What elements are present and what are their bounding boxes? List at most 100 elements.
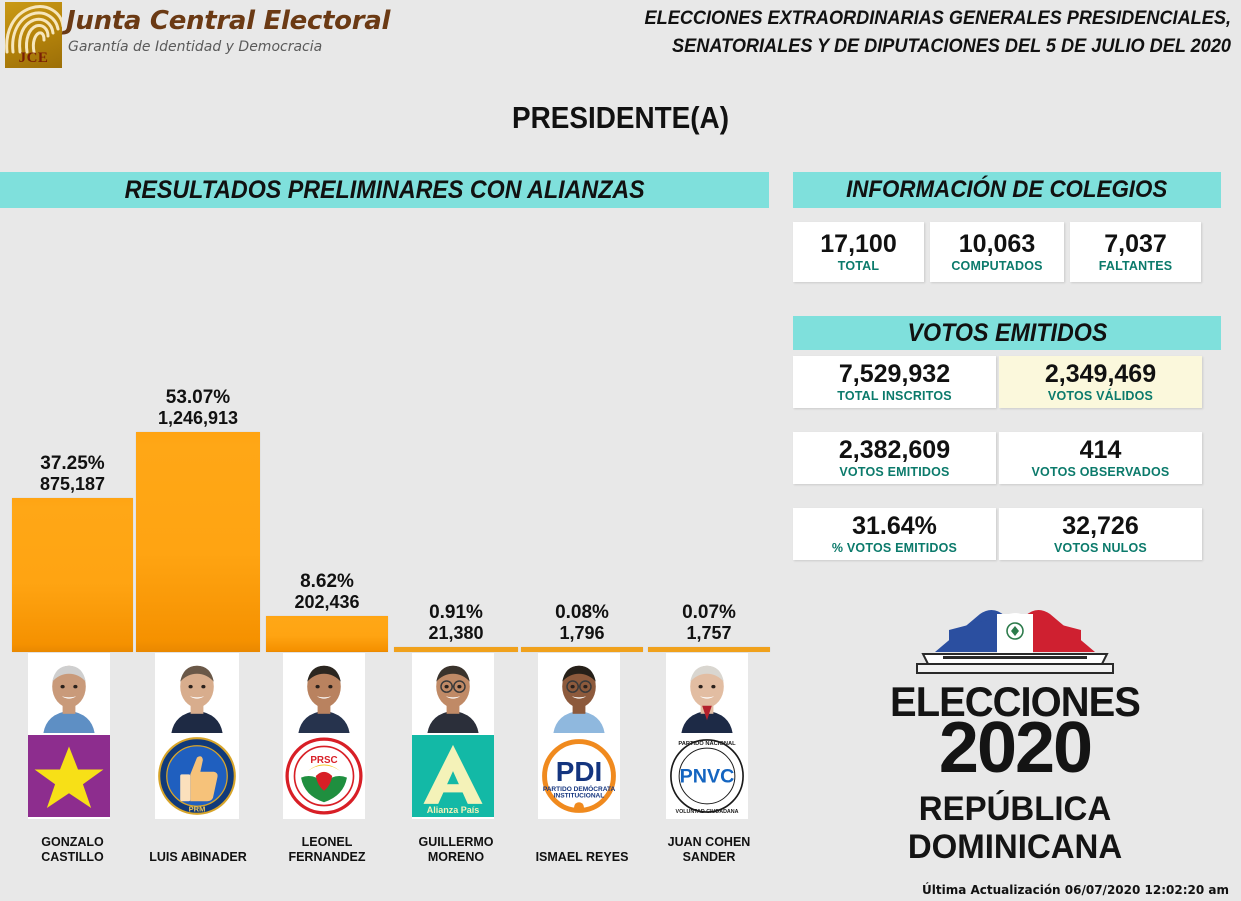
stat-colegios-faltantes: 7,037 FALTANTES — [1070, 222, 1201, 282]
bar-votes: 202,436 — [294, 592, 360, 612]
stat-value: 31.64% — [852, 512, 937, 540]
bar-percent: 37.25% — [40, 453, 105, 474]
stat-votos-validos: 2,349,469 VOTOS VÁLIDOS — [999, 356, 1202, 408]
candidate-portrait — [413, 653, 493, 733]
stat-label: COMPUTADOS — [951, 259, 1043, 273]
ballot-box-flag-icon — [916, 609, 1114, 674]
stat-label: FALTANTES — [1098, 259, 1173, 273]
banner-results: RESULTADOS PRELIMINARES CON ALIANZAS — [0, 172, 769, 208]
jce-logo-text: JCE — [18, 50, 49, 66]
election-title: ELECCIONES EXTRAORDINARIAS GENERALES PRE… — [644, 7, 1231, 57]
bar-value-label-5: 0.08% 1,796 — [507, 602, 657, 644]
organization-tagline: Garantía de Identidad y Democracia — [68, 39, 323, 55]
stat-colegios-total: 17,100 TOTAL — [793, 222, 924, 282]
bar-value-label-3: 8.62% 202,436 — [252, 571, 402, 613]
stat-colegios-computados: 10,063 COMPUTADOS — [930, 222, 1064, 282]
candidate-portrait — [667, 653, 747, 733]
logo-line-year: 2020 — [938, 708, 1093, 788]
stat-value: 7,037 — [1104, 230, 1167, 258]
party-logo-tile-2: PRM — [155, 733, 239, 819]
jce-logo: JCE — [5, 2, 62, 68]
svg-text:PRSC: PRSC — [310, 755, 337, 766]
bar-votes: 1,757 — [686, 623, 732, 643]
party-logo-tile-5: PDI PARTIDO DEMÓCRATA INSTITUCIONAL — [538, 733, 620, 819]
stat-votos-nulos: 32,726 VOTOS NULOS — [999, 508, 1202, 560]
candidate-portrait — [539, 653, 619, 733]
candidate-portrait — [29, 653, 109, 733]
bar-3 — [266, 616, 388, 652]
candidate-name-5: ISMAEL REYES — [535, 850, 629, 864]
bar-percent: 8.62% — [300, 571, 354, 592]
party-logo-tile-3: PRSC — [283, 733, 365, 819]
banner-results-label: RESULTADOS PRELIMINARES CON ALIANZAS — [124, 175, 645, 204]
svg-text:PARTIDO DEMÓCRATA: PARTIDO DEMÓCRATA — [543, 784, 616, 793]
candidate-name-2: LUIS ABINADER — [149, 850, 247, 864]
party-logo-prm: PRM — [155, 734, 239, 818]
results-bar-chart: 37.25% 875,187 GONZALO CASTILLO 53.07% 1,24… — [0, 210, 780, 901]
candidate-photo-4 — [412, 653, 494, 733]
svg-text:PARTIDO NACIONAL: PARTIDO NACIONAL — [678, 741, 736, 747]
banner-colegios-label: INFORMACIÓN DE COLEGIOS — [846, 176, 1168, 203]
page-title: PRESIDENTE(A) — [511, 100, 730, 135]
stat-value: 32,726 — [1062, 512, 1139, 540]
stat-total-inscritos: 7,529,932 TOTAL INSCRITOS — [793, 356, 996, 408]
stat-votos-emitidos: 2,382,609 VOTOS EMITIDOS — [793, 432, 996, 484]
bar-value-label-6: 0.07% 1,757 — [634, 602, 784, 644]
bar-percent: 0.08% — [555, 602, 609, 623]
svg-text:VOLUNTAD CIUDADANA: VOLUNTAD CIUDADANA — [676, 809, 739, 815]
bar-votes: 875,187 — [39, 474, 106, 494]
candidate-portrait — [284, 653, 364, 733]
logo-line-country: REPÚBLICA DOMINICANA — [907, 790, 1123, 866]
banner-votos: VOTOS EMITIDOS — [793, 316, 1221, 350]
bar-4 — [394, 647, 518, 652]
bar-5 — [521, 647, 643, 652]
svg-text:PRM: PRM — [189, 804, 206, 813]
party-logo-tile-1 — [28, 733, 110, 819]
bar-percent: 53.07% — [165, 387, 231, 408]
party-logo-alianza-pais: Alianza País — [412, 735, 494, 817]
stat-label: % VOTOS EMITIDOS — [831, 541, 958, 555]
stat-label: TOTAL INSCRITOS — [837, 389, 952, 403]
party-logo-prsc: PRSC — [283, 735, 365, 817]
svg-text:INSTITUCIONAL: INSTITUCIONAL — [554, 792, 605, 799]
bar-value-label-4: 0.91% 21,380 — [380, 602, 532, 644]
last-updated-text: Última Actualización 06/07/2020 12:02:20… — [922, 883, 1229, 897]
bar-1 — [12, 498, 133, 652]
party-logo-pld — [28, 735, 110, 817]
candidate-portrait — [157, 653, 237, 733]
bar-6 — [648, 647, 770, 652]
party-logo-pnvc: PNVC PARTIDO NACIONAL VOLUNTAD CIUDADANA — [666, 735, 748, 817]
svg-text:PNVC: PNVC — [680, 766, 735, 788]
stat-label: VOTOS OBSERVADOS — [1031, 465, 1170, 479]
bar-votes: 1,246,913 — [157, 408, 239, 428]
bar-votes: 21,380 — [428, 623, 484, 643]
stat-value: 414 — [1079, 436, 1122, 464]
candidate-photo-5 — [538, 653, 620, 733]
party-logo-pdi: PDI PARTIDO DEMÓCRATA INSTITUCIONAL — [538, 735, 620, 817]
bar-value-label-2: 53.07% 1,246,913 — [122, 387, 274, 429]
svg-text:PDI: PDI — [556, 756, 602, 787]
candidate-name-6: JUAN COHEN SANDER — [667, 835, 751, 864]
stat-votos-observados: 414 VOTOS OBSERVADOS — [999, 432, 1202, 484]
candidate-photo-1 — [28, 653, 110, 733]
stat-label: VOTOS EMITIDOS — [839, 465, 950, 479]
candidate-photo-2 — [155, 653, 239, 733]
bar-percent: 0.07% — [682, 602, 736, 623]
candidate-name-1: GONZALO CASTILLO — [41, 835, 104, 864]
stat-label: TOTAL — [837, 259, 880, 273]
elecciones-2020-logo: ELECCIONES 2020 REPÚBLICA DOMINICANA — [865, 600, 1165, 870]
stat-value: 17,100 — [820, 230, 897, 258]
fingerprint-icon — [5, 5, 62, 54]
party-logo-tile-6: PNVC PARTIDO NACIONAL VOLUNTAD CIUDADANA — [666, 733, 748, 819]
banner-colegios: INFORMACIÓN DE COLEGIOS — [793, 172, 1221, 208]
stat-value: 2,382,609 — [838, 436, 951, 464]
candidate-name-4: GUILLERMO MORENO — [418, 835, 494, 864]
candidate-name-3: LEONEL FERNANDEZ — [288, 835, 366, 864]
bar-value-label-1: 37.25% 875,187 — [0, 453, 147, 495]
stat-label: VOTOS VÁLIDOS — [1047, 389, 1154, 403]
banner-votos-label: VOTOS EMITIDOS — [907, 318, 1107, 347]
organization-name: Junta Central Electoral — [66, 6, 391, 36]
stat-pct-votos-emitidos: 31.64% % VOTOS EMITIDOS — [793, 508, 996, 560]
stat-value: 2,349,469 — [1044, 360, 1157, 388]
